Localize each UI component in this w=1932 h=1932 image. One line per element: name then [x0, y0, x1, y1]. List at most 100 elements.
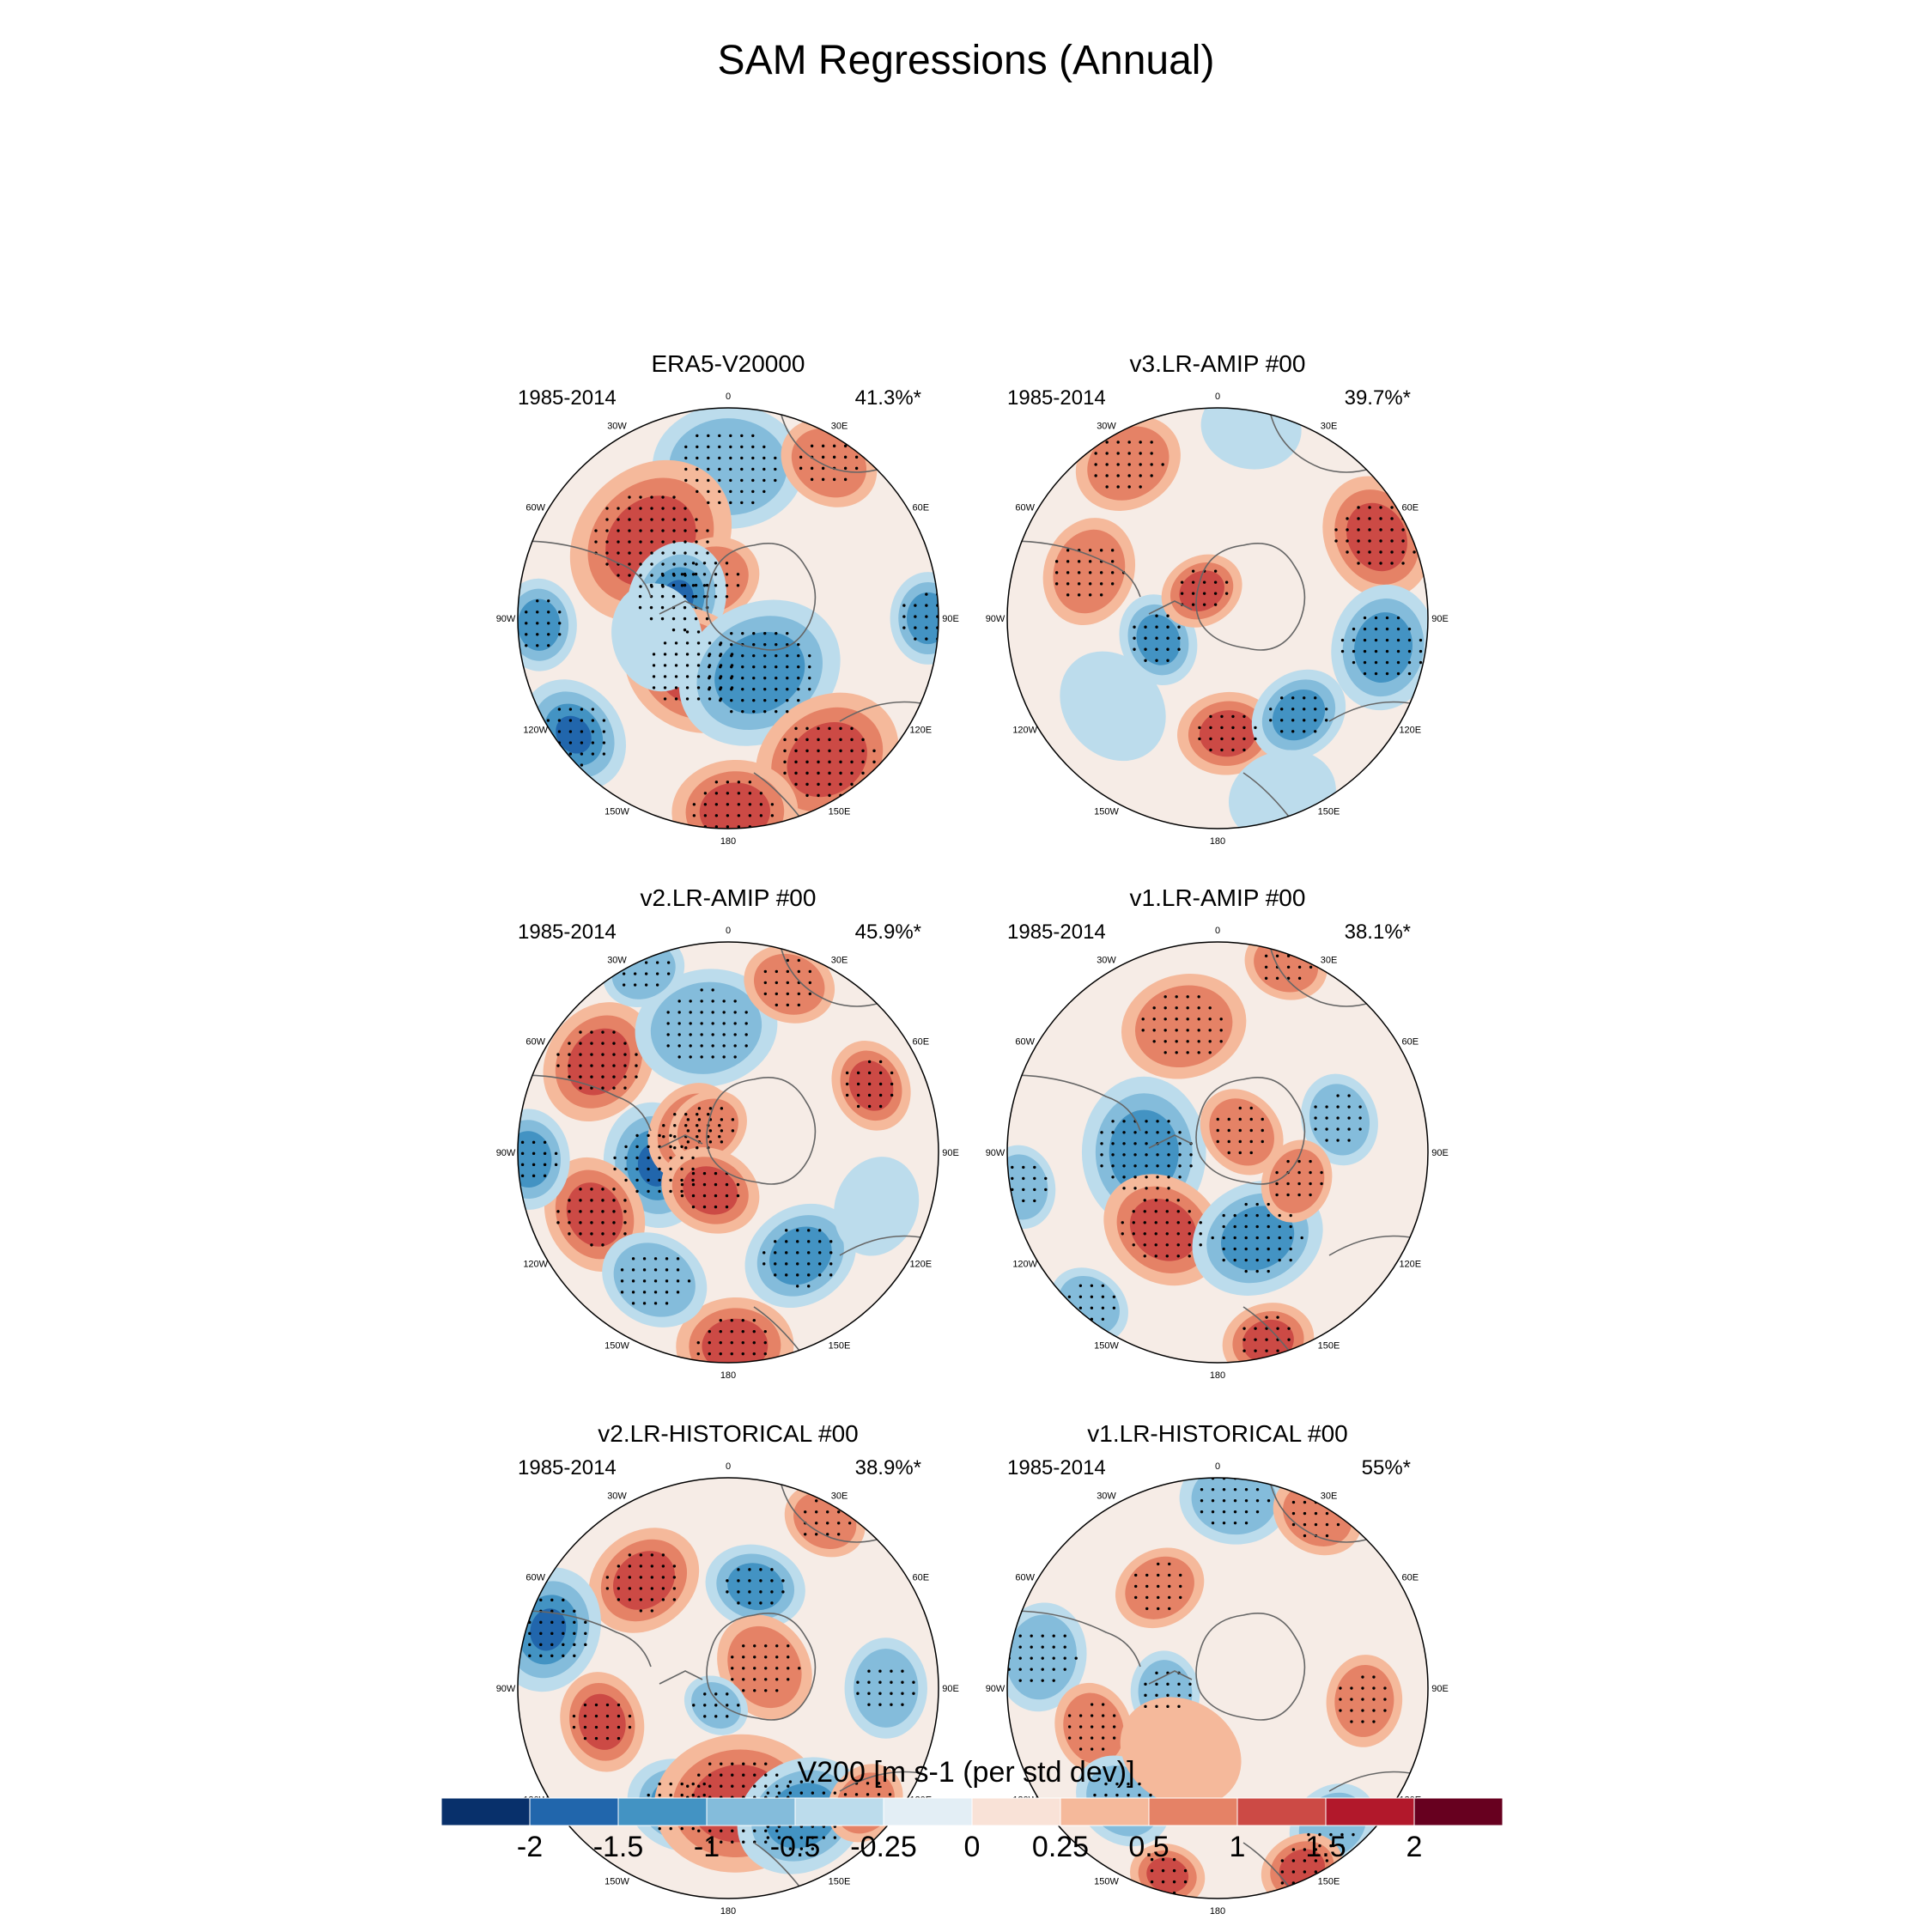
stipple-dot — [557, 752, 562, 756]
stipple-dot — [890, 1071, 894, 1075]
stipple-dot — [1041, 1656, 1044, 1660]
stipple-dot — [1224, 592, 1229, 595]
stipple-dot — [796, 1251, 799, 1255]
stipple-dot — [1134, 1573, 1138, 1577]
stipple-dot — [1105, 440, 1109, 444]
stipple-dot — [1357, 550, 1360, 554]
stipple-dot — [695, 529, 698, 532]
stipple-dot — [726, 792, 730, 795]
stipple-dot — [1254, 1360, 1257, 1363]
stipple-dot — [617, 1725, 621, 1729]
stipple-dot — [1143, 1255, 1146, 1258]
stipple-dot — [1227, 1151, 1230, 1155]
stipple-dot — [638, 605, 642, 610]
stipple-dot — [1280, 1881, 1285, 1885]
map-disk — [1007, 942, 1428, 1363]
stipple-dot — [1303, 1511, 1307, 1516]
stipple-dot — [1276, 1349, 1279, 1352]
stipple-dot — [828, 782, 831, 787]
stipple-dot — [850, 738, 854, 742]
stipple-dot — [528, 1654, 532, 1658]
anomaly-contour — [1179, 570, 1224, 612]
stipple-dot — [1357, 562, 1360, 565]
stipple-dot — [1303, 1848, 1307, 1851]
peninsula-coast — [659, 600, 703, 615]
stipple-dot — [730, 1340, 733, 1345]
stipple-dot — [1197, 1006, 1200, 1010]
stipple-dot — [663, 686, 667, 690]
stipple-dot — [1233, 1498, 1237, 1503]
stipple-dot — [828, 760, 831, 764]
coastline — [521, 1478, 927, 1895]
stipple-dot — [829, 1240, 833, 1243]
stipple-dot — [1165, 1199, 1169, 1202]
stipple-dot — [1122, 1120, 1126, 1123]
stipple-dot — [1265, 1338, 1268, 1341]
map-disk — [1007, 408, 1428, 829]
stipple-dot — [672, 495, 676, 499]
stipple-dot — [1191, 569, 1195, 573]
stipple-dot — [660, 605, 665, 610]
stipple-dot — [644, 972, 648, 975]
stipple-dot — [1041, 1645, 1044, 1649]
stipple-dot — [752, 709, 756, 714]
stipple-dot — [650, 495, 653, 499]
stipple-dot — [1167, 1120, 1170, 1123]
stipple-dot — [590, 1075, 593, 1078]
anomaly-contour — [906, 592, 939, 645]
stipple-dot — [794, 749, 798, 753]
stipple-dot — [925, 604, 928, 607]
stipple-dot — [669, 1167, 672, 1171]
stipple-dot — [1145, 1584, 1149, 1589]
stipple-dot — [829, 1262, 833, 1266]
stipple-dot — [729, 467, 732, 471]
stipple-dot — [591, 708, 595, 711]
stipple-dot — [1054, 582, 1059, 586]
stipple-dot — [594, 540, 598, 544]
stipple-dot — [730, 653, 733, 658]
stipple-dot — [696, 1146, 699, 1150]
stipple-dot — [568, 708, 573, 711]
stipple-dot — [797, 642, 800, 647]
stipple-dot — [628, 518, 631, 521]
stipple-dot — [556, 1053, 560, 1056]
stipple-dot — [775, 1644, 779, 1648]
stipple-dot — [684, 467, 688, 471]
stipple-dot — [695, 540, 698, 544]
stipple-dot — [1145, 1607, 1149, 1611]
anomaly-field — [1007, 1478, 1403, 1899]
stipple-dot — [683, 583, 687, 587]
stipple-dot — [1300, 1236, 1303, 1240]
stipple-dot — [1088, 593, 1092, 597]
stipple-dot — [672, 540, 676, 544]
stipple-dot — [1197, 1029, 1200, 1032]
anomaly-contour — [568, 1028, 630, 1096]
stipple-dot — [550, 1643, 554, 1647]
stipple-dot — [720, 1829, 723, 1832]
stipple-dot — [762, 478, 766, 483]
stipple-dot — [714, 1704, 718, 1707]
stipple-dot — [1279, 696, 1284, 700]
longitude-label: 90E — [942, 614, 959, 624]
stipple-dot — [671, 594, 676, 598]
stipple-dot — [617, 540, 620, 544]
stipple-dot — [775, 676, 778, 680]
stipple-dot — [1183, 1868, 1188, 1873]
anomaly-contour — [1125, 1556, 1194, 1619]
stipple-dot — [901, 1680, 904, 1684]
stipple-dot — [775, 1678, 779, 1681]
colorbar-tick-label: 0.5 — [1128, 1831, 1169, 1863]
stipple-dot — [821, 444, 825, 448]
panel-title: v2.LR-HISTORICAL #00 — [598, 1420, 858, 1447]
stipple-dot — [1143, 1243, 1146, 1247]
stipple-dot — [652, 664, 656, 667]
stipple-dot — [665, 1279, 669, 1283]
stipple-dot — [697, 1107, 702, 1110]
panel-title: v1.LR-AMIP #00 — [1130, 884, 1306, 911]
stipple-dot — [733, 1033, 737, 1036]
stipple-dot — [731, 1773, 734, 1777]
panel-title: ERA5-V20000 — [651, 350, 805, 377]
stipple-dot — [752, 653, 756, 658]
stipple-dot — [1168, 1573, 1171, 1577]
panel-variance: 41.3%* — [855, 386, 921, 410]
